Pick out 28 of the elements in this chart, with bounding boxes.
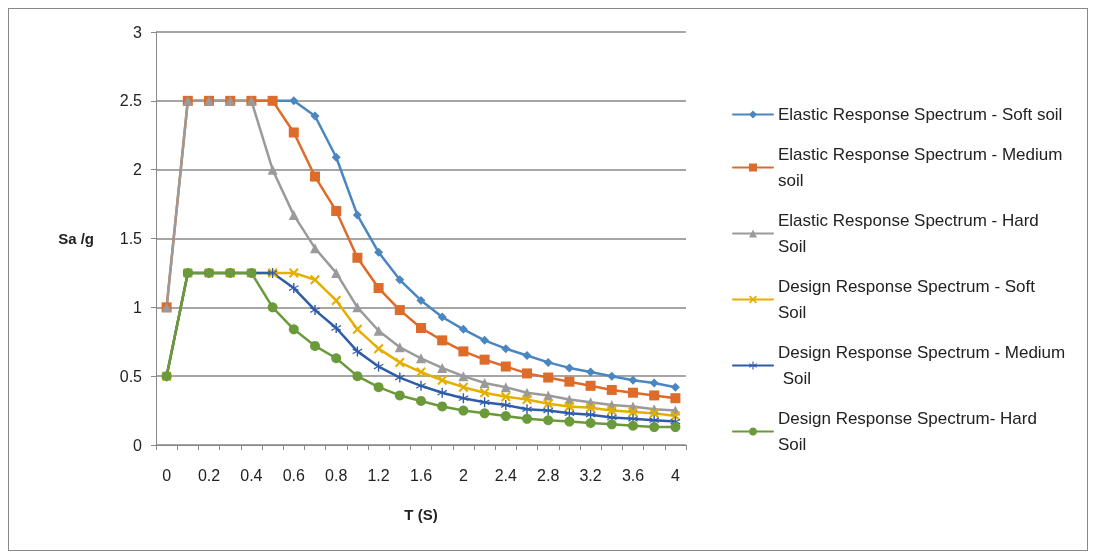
x-tick-label: 1.6 <box>409 466 433 484</box>
y-tick-label: 3 <box>133 23 143 41</box>
y-tick-label: 1.5 <box>119 230 143 247</box>
legend-label: Elastic Response Spectrum - Soft soil <box>778 105 1063 124</box>
x-tick-label: 3.6 <box>621 466 645 484</box>
legend-label: Design Response Spectrum - Soft Soil <box>778 277 1040 322</box>
legend-label: Design Response Spectrum - Medium Soil <box>778 343 1066 388</box>
x-tick-label: 2 <box>458 466 468 484</box>
x-tick-label: 3.2 <box>579 466 602 484</box>
x-tick-label: 0.4 <box>240 466 263 484</box>
x-tick-label: 2.4 <box>494 466 518 484</box>
x-tick-label: 0.2 <box>197 466 221 484</box>
x-tick-label: 1.2 <box>367 466 390 484</box>
y-tick-label: 1 <box>133 298 143 316</box>
y-axis-title: Sa /g <box>58 230 94 247</box>
y-tick-label: 2.5 <box>119 92 143 110</box>
x-tick-label: 0.8 <box>325 466 348 484</box>
y-tick-label: 0.5 <box>119 367 143 385</box>
x-tick-label: 0 <box>162 466 172 484</box>
y-tick-label: 2 <box>133 161 143 179</box>
legend-label: Elastic Response Spectrum - Hard Soil <box>778 211 1044 256</box>
y-tick-label: 0 <box>133 436 143 454</box>
x-tick-label: 0.6 <box>282 466 306 484</box>
x-axis-title: T (S) <box>404 506 438 523</box>
legend-label: Elastic Response Spectrum - Medium soil <box>778 145 1068 190</box>
x-tick-label: 4 <box>670 466 680 484</box>
legend-label: Design Response Spectrum- Hard Soil <box>778 409 1042 454</box>
x-tick-label: 2.8 <box>537 466 560 484</box>
